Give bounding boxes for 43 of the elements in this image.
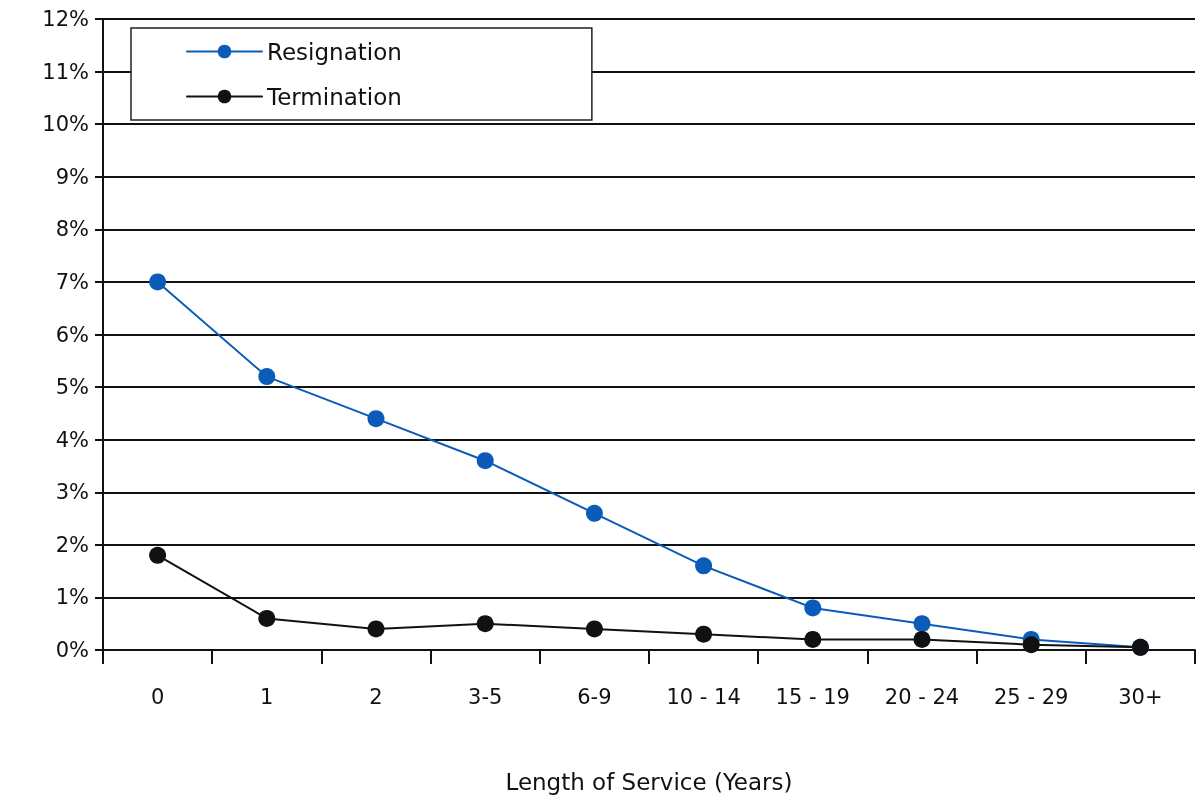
- point: [476, 452, 494, 470]
- point: [149, 273, 167, 291]
- point: [913, 630, 931, 648]
- x-tick-label: 3-5: [468, 684, 503, 709]
- y-tick-label: 6%: [55, 322, 89, 347]
- point: [258, 609, 276, 627]
- x-tick-label: 15 - 19: [775, 684, 850, 709]
- point: [476, 615, 494, 633]
- y-tick-label: 0%: [55, 638, 89, 662]
- y-tick-label: 3%: [55, 480, 89, 505]
- point: [367, 620, 385, 638]
- y-tick-label: 9%: [55, 164, 89, 189]
- point: [1022, 636, 1040, 654]
- x-tick-label: 30+: [1118, 684, 1163, 709]
- x-tick-label: 10 - 14: [666, 684, 741, 709]
- point: [804, 599, 822, 617]
- y-tick-label: 2%: [55, 532, 89, 557]
- point: [367, 410, 385, 428]
- point: [804, 630, 822, 648]
- x-tick-label: 25 - 29: [994, 684, 1069, 709]
- y-tick-label: 7%: [55, 269, 89, 294]
- x-tick-label: 2: [369, 684, 383, 709]
- y-tick-label: 1%: [55, 585, 89, 610]
- y-tick-label: 11%: [42, 59, 89, 84]
- y-tick-label: 4%: [55, 427, 89, 452]
- point: [913, 615, 931, 633]
- y-tick-label: 12%: [42, 7, 89, 31]
- legend-label: Resignation: [267, 38, 402, 65]
- point: [695, 557, 713, 575]
- y-tick-label: 8%: [55, 217, 89, 242]
- point: [258, 368, 276, 386]
- x-tick-label: 6-9: [577, 684, 612, 709]
- point: [149, 546, 167, 564]
- legend-label: Termination: [266, 83, 402, 110]
- y-tick-label: 5%: [55, 375, 89, 400]
- point: [695, 625, 713, 643]
- x-tick-label: 0: [150, 684, 165, 709]
- point: [585, 620, 603, 638]
- x-axis-title: Length of Service (Years): [505, 768, 793, 795]
- x-tick-label: 1: [260, 684, 274, 709]
- y-tick-label: 10%: [42, 112, 89, 137]
- x-tick-label: 20 - 24: [884, 684, 960, 709]
- point: [585, 504, 603, 522]
